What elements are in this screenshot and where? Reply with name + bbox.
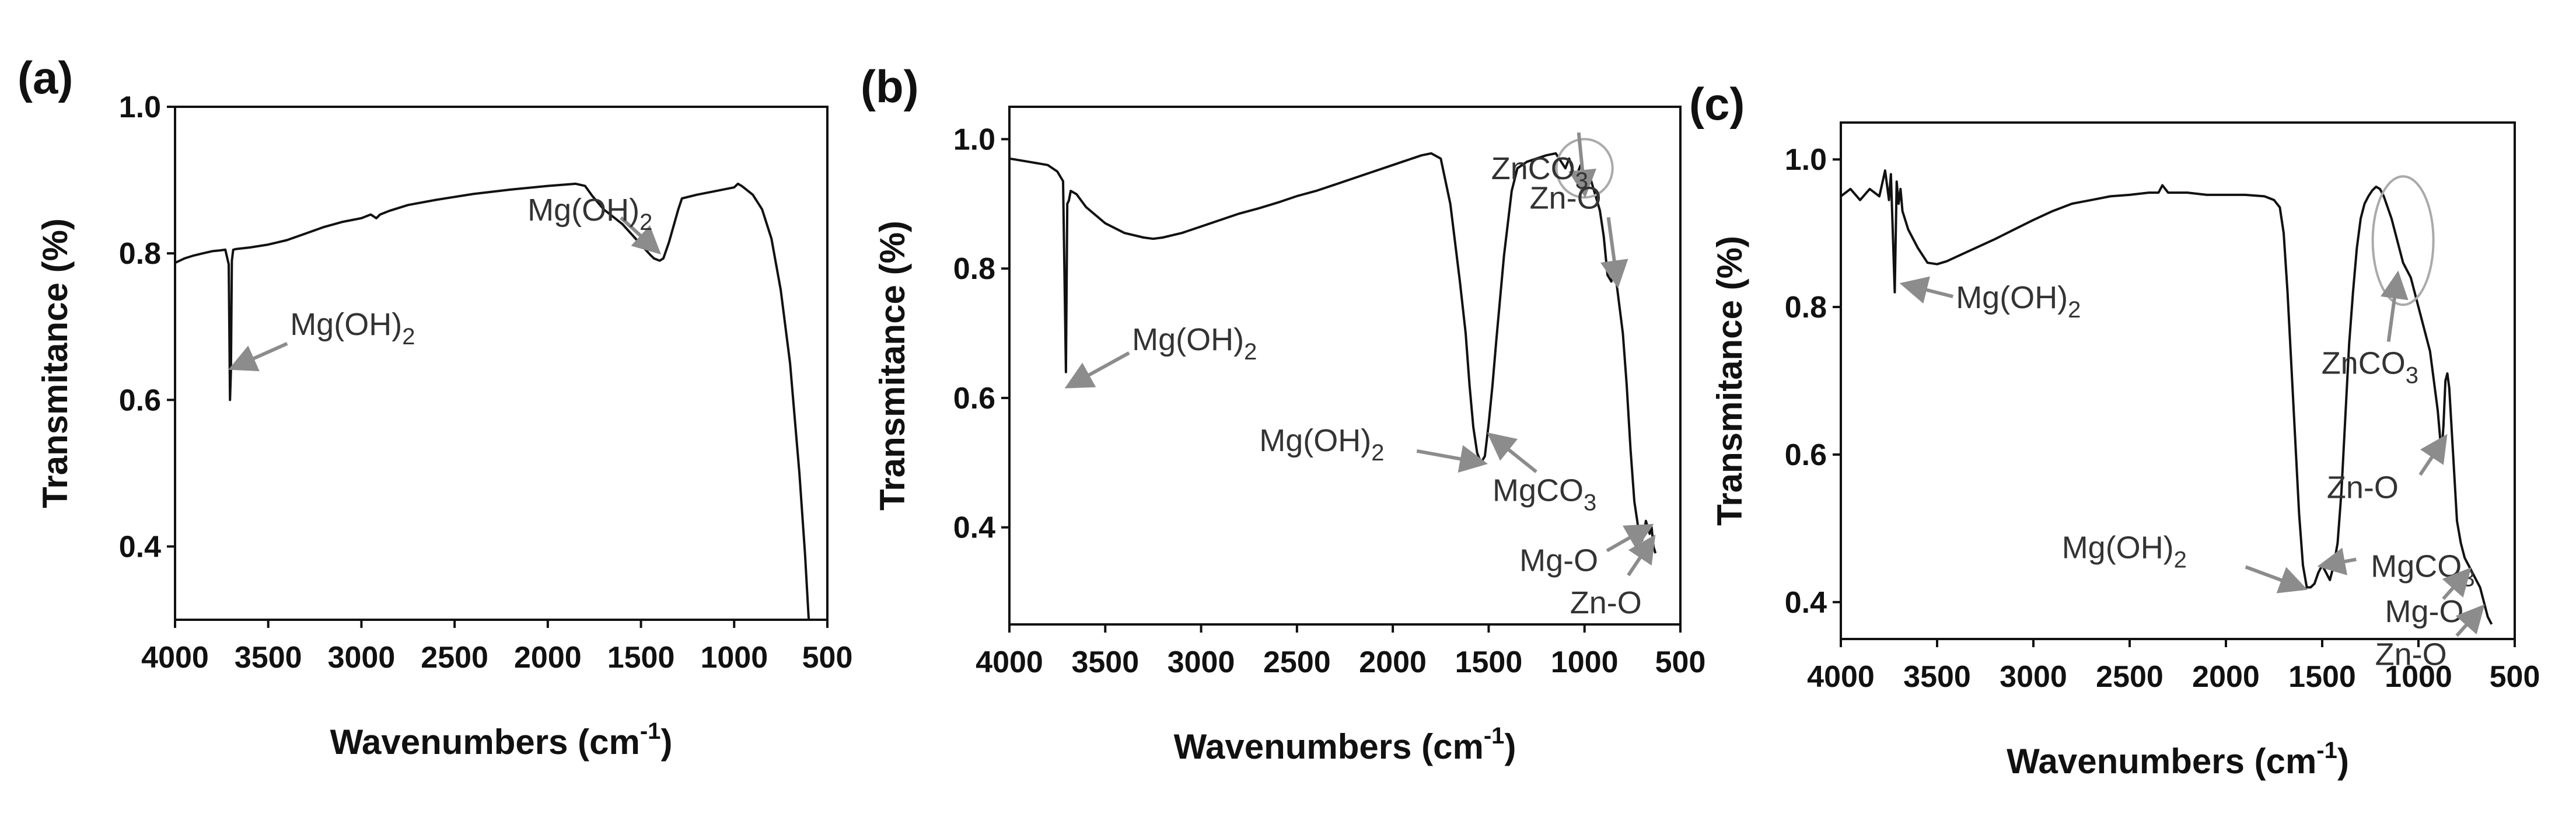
panel-label: (b) xyxy=(861,61,919,112)
annotation-arrow xyxy=(1064,351,1130,389)
x-tick-label: 1000 xyxy=(2385,660,2452,694)
x-tick-label: 4000 xyxy=(141,641,209,675)
x-axis-label: Wavenumbers (cm-1) xyxy=(330,718,673,762)
x-tick-label: 1500 xyxy=(2288,660,2356,694)
annotation-arrow xyxy=(2317,547,2357,575)
y-tick-label: 0.4 xyxy=(953,511,995,545)
y-axis-label: Transmitance (%) xyxy=(36,218,75,508)
y-tick-label: 1.0 xyxy=(119,90,161,124)
x-tick-label: 500 xyxy=(802,641,853,675)
ftir-spectrum-line xyxy=(174,182,810,620)
x-tick-label: 2000 xyxy=(1359,645,1427,679)
y-tick-label: 0.4 xyxy=(119,530,161,564)
y-tick-label: 0.8 xyxy=(1785,291,1827,324)
peak-annotation: ZnCO3 xyxy=(1491,151,1588,194)
x-tick-label: 2500 xyxy=(2096,660,2163,694)
annotation-arrow xyxy=(2381,270,2409,342)
chart-svg-c: (c) 4000 3500 3000 2500 2000 1500 1000 500 0.4 0.6… xyxy=(1689,78,2540,781)
peak-annotation: MgCO3 xyxy=(2371,549,2474,592)
panel-label: (c) xyxy=(1689,78,1745,130)
annotation-arrow xyxy=(1568,132,1597,198)
plot-frame xyxy=(1840,121,2516,640)
x-tick-label: 2000 xyxy=(2192,660,2260,694)
y-tick-label: 1.0 xyxy=(1785,143,1827,177)
y-tick-label: 0.6 xyxy=(1785,438,1827,472)
x-tick-label: 1500 xyxy=(1455,645,1523,679)
x-tick-label: 500 xyxy=(1655,645,1706,679)
annotation-arrow xyxy=(2245,565,2308,593)
x-tick-label: 1000 xyxy=(1551,645,1619,679)
annotation-arrow xyxy=(2455,604,2485,637)
x-tick-label: 3500 xyxy=(1071,645,1139,679)
peak-annotation: Zn-O xyxy=(2327,470,2399,505)
x-tick-label: 3000 xyxy=(2000,660,2067,694)
x-tick-label: 4000 xyxy=(1807,660,1875,694)
y-tick-label: 0.8 xyxy=(119,237,161,271)
chart-panel-a: (a) 4000 3500 3000 2500 2000 1500 1000 500 0.4 0.6… xyxy=(0,0,855,817)
y-tick-label: 0.8 xyxy=(953,252,995,286)
x-tick-label: 3500 xyxy=(1903,660,1971,694)
peak-annotation: ZnCO3 xyxy=(2322,346,2418,389)
annotation-arrow xyxy=(1627,534,1656,577)
x-axis-label: Wavenumbers (cm-1) xyxy=(2007,738,2349,781)
peak-annotation: Mg-O xyxy=(2385,594,2464,629)
annotation-arrow xyxy=(620,216,661,254)
peak-annotation: Mg-O xyxy=(1519,543,1598,578)
peak-annotation: Mg(OH)2 xyxy=(290,307,415,350)
peak-annotation: Mg(OH)2 xyxy=(2062,530,2187,573)
plot-frame xyxy=(1008,106,1682,626)
y-tick-label: 1.0 xyxy=(953,123,995,156)
x-tick-label: 2500 xyxy=(1263,645,1331,679)
peak-annotation: Mg(OH)2 xyxy=(1956,280,2081,323)
chart-panel-c: (c) 4000 3500 3000 2500 2000 1500 1000 500 0.4 0.6… xyxy=(1689,0,2576,817)
y-axis-label: Transmitance (%) xyxy=(873,221,912,511)
annotation-arrow xyxy=(1600,217,1628,289)
ftir-spectrum-line xyxy=(1840,169,2493,625)
annotation-arrow xyxy=(1416,445,1488,473)
peak-annotation: Zn-O xyxy=(1570,585,1642,620)
chart-panel-b: (b) 4000 3500 3000 2500 2000 1500 1000 500 0.4 0.6… xyxy=(855,0,1705,817)
y-tick-label: 0.4 xyxy=(1785,586,1827,620)
annotation-arrow xyxy=(2418,434,2448,476)
peak-annotation: Mg(OH)2 xyxy=(527,193,652,235)
x-tick-label: 3000 xyxy=(1168,645,1235,679)
peak-annotation: Zn-O xyxy=(2375,637,2447,672)
chart-svg-a: (a) 4000 3500 3000 2500 2000 1500 1000 500 0.4 0.6… xyxy=(18,52,853,762)
peak-annotation: Zn-O xyxy=(1530,180,1602,215)
peak-annotation: Mg(OH)2 xyxy=(1132,322,1257,365)
y-tick-label: 0.6 xyxy=(119,383,161,417)
x-tick-label: 2500 xyxy=(421,641,488,675)
peak-annotation: MgCO3 xyxy=(1493,473,1596,515)
panel-label: (a) xyxy=(18,52,73,103)
x-tick-label: 3000 xyxy=(328,641,396,675)
highlight-circle xyxy=(2371,175,2435,306)
annotation-arrow xyxy=(1606,523,1654,553)
annotation-arrow xyxy=(2442,567,2472,600)
annotation-arrow xyxy=(1899,276,1953,304)
y-axis-label: Transmitance (%) xyxy=(1710,236,1749,526)
annotation-arrow xyxy=(1487,432,1537,473)
annotation-arrow xyxy=(228,342,288,372)
plot-frame xyxy=(174,106,829,621)
x-tick-label: 4000 xyxy=(976,645,1043,679)
chart-svg-b: (b) 4000 3500 3000 2500 2000 1500 1000 500 0.4 0.6… xyxy=(861,61,1705,766)
x-tick-label: 2000 xyxy=(514,641,582,675)
x-tick-label: 3500 xyxy=(235,641,302,675)
x-tick-label: 1500 xyxy=(607,641,675,675)
x-axis-label: Wavenumbers (cm-1) xyxy=(1174,723,1516,766)
peak-annotation: Mg(OH)2 xyxy=(1259,423,1384,466)
y-tick-label: 0.6 xyxy=(953,382,995,416)
x-tick-label: 500 xyxy=(2490,660,2540,694)
x-tick-label: 1000 xyxy=(700,641,768,675)
